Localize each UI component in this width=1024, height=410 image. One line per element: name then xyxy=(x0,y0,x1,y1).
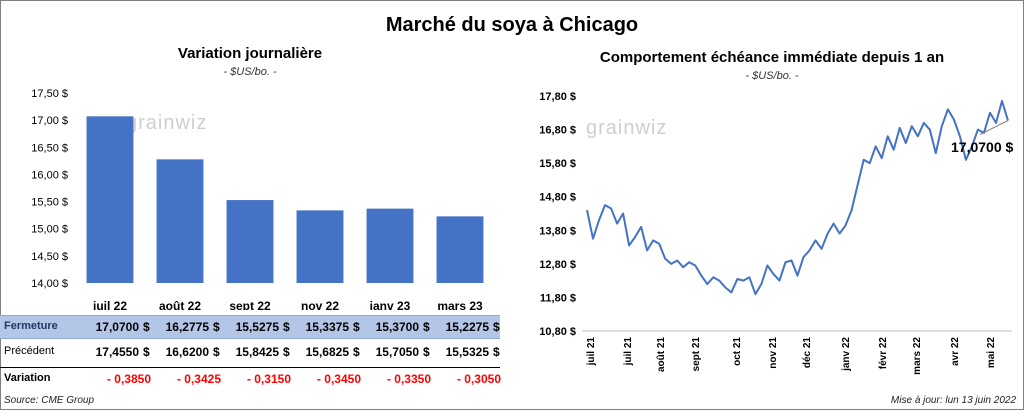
line-xtick-label: sept 21 xyxy=(691,337,702,372)
line-xtick-label: juil 21 xyxy=(623,337,634,367)
line-ytick-label: 12,80 $ xyxy=(539,259,576,271)
table-cell: 15,7050 xyxy=(375,345,419,359)
update-note: Mise à jour: lun 13 juin 2022 xyxy=(890,395,1016,406)
line-ytick-label: 15,80 $ xyxy=(539,158,576,170)
left-chart-title: Variation journalière xyxy=(177,45,323,62)
table-currency: $ xyxy=(283,345,290,359)
bar-category-label: janv 23 xyxy=(369,299,411,310)
table-currency: $ xyxy=(143,345,150,359)
bar-category-label: août 22 xyxy=(159,299,201,310)
table-currency: $ xyxy=(353,345,360,359)
bar xyxy=(366,208,414,283)
last-value-label: 17,0700 $ xyxy=(951,139,1014,155)
table-cell: - 0,3050 xyxy=(456,372,501,386)
line-xtick-label: févr 22 xyxy=(878,337,889,370)
table-cell: - 0,3850 xyxy=(106,372,151,386)
table-currency: $ xyxy=(213,320,220,334)
table-currency: $ xyxy=(213,345,220,359)
table-row: Variation - 0,3850 - 0,3425 - 0,3150 - 0,345… xyxy=(0,367,501,390)
table-currency: $ xyxy=(493,345,500,359)
bar-category-label: juil 22 xyxy=(92,299,127,310)
bar-category-label: sept 22 xyxy=(229,299,271,310)
bar xyxy=(436,216,484,283)
table-currency: $ xyxy=(423,345,430,359)
table-currency: $ xyxy=(493,320,500,334)
line-xtick-label: oct 21 xyxy=(732,337,743,366)
price-series-line xyxy=(586,100,1009,296)
line-ytick-label: 11,80 $ xyxy=(540,292,576,304)
right-chart-unit: - $US/bo. - xyxy=(745,70,799,82)
table-row-label: Fermeture xyxy=(4,320,58,332)
bar xyxy=(226,200,274,283)
line-xtick-label: janv 22 xyxy=(841,337,852,372)
table-cell: 15,3700 xyxy=(375,320,419,334)
table-cell: 15,5275 xyxy=(235,320,279,334)
bar-ytick-label: 17,00 $ xyxy=(31,115,68,127)
table-cell: - 0,3425 xyxy=(176,372,221,386)
line-xtick-label: avr 22 xyxy=(950,337,961,366)
table-row-label: Variation xyxy=(4,372,51,384)
bar xyxy=(156,159,204,283)
line-xtick-label: mars 22 xyxy=(912,337,923,375)
bar-ytick-label: 15,00 $ xyxy=(31,224,68,236)
table-cell: 17,0700 xyxy=(95,320,139,334)
line-ytick-label: 14,80 $ xyxy=(539,192,576,204)
bar-category-label: mars 23 xyxy=(437,299,483,310)
line-ytick-label: 13,80 $ xyxy=(539,225,576,237)
table-cell: 15,2275 xyxy=(445,320,489,334)
line-xtick-label: nov 21 xyxy=(768,337,779,369)
bar-ytick-label: 17,50 $ xyxy=(31,88,68,100)
line-ytick-label: 10,80 $ xyxy=(539,326,576,338)
line-xtick-label: août 21 xyxy=(656,337,667,372)
source-note: Source: CME Group xyxy=(4,395,95,406)
left-chart-unit: - $US/bo. - xyxy=(223,66,277,78)
bar xyxy=(86,116,134,283)
table-row: Fermeture 17,0700 $16,2775 $15,5275 $15,3375… xyxy=(0,315,500,339)
table-cell: 15,3375 xyxy=(305,320,349,334)
grainwiz-logo: grainwiz xyxy=(126,112,208,134)
page-title: Marché du soya à Chicago xyxy=(385,14,639,36)
line-ytick-label: 17,80 $ xyxy=(539,91,576,103)
line-xtick-label: déc 21 xyxy=(802,337,813,369)
table-currency: $ xyxy=(353,320,360,334)
bar-ytick-label: 14,00 $ xyxy=(31,278,68,290)
right-chart-title: Comportement échéance immédiate depuis 1… xyxy=(599,49,945,66)
bar-ytick-label: 16,00 $ xyxy=(31,169,68,181)
table-cell: 15,6825 xyxy=(305,345,349,359)
table-currency: $ xyxy=(423,320,430,334)
bar-ytick-label: 16,50 $ xyxy=(31,142,68,154)
table-cell: 15,5325 xyxy=(445,345,489,359)
table-cell: 15,8425 xyxy=(235,345,279,359)
table-cell: 17,4550 xyxy=(95,345,139,359)
table-row-label: Précédent xyxy=(4,345,55,357)
line-ytick-label: 16,80 $ xyxy=(539,125,576,137)
bar-category-label: nov 22 xyxy=(301,299,339,310)
table-currency: $ xyxy=(283,320,290,334)
bar xyxy=(296,210,344,283)
table-currency: $ xyxy=(143,320,150,334)
grainwiz-logo-right: grainwiz xyxy=(586,117,668,139)
last-value-leader xyxy=(979,120,1009,135)
table-cell: 16,2775 xyxy=(165,320,209,334)
bar-ytick-label: 15,50 $ xyxy=(31,197,68,209)
table-cell: - 0,3150 xyxy=(246,372,291,386)
table-cell: 16,6200 xyxy=(165,345,209,359)
bar-ytick-label: 14,50 $ xyxy=(31,251,68,263)
bar-chart: 14,00 $ 14,50 $ 15,00 $ 15,50 $ 16,00 $ 16,50… xyxy=(31,88,484,310)
table-cell: - 0,3350 xyxy=(386,372,431,386)
line-xtick-label: juil 21 xyxy=(586,337,597,367)
table-cell: - 0,3450 xyxy=(316,372,361,386)
line-xtick-label: mai 22 xyxy=(986,337,997,369)
table-row: Précédent 17,4550 $16,6200 $15,8425 $15,6825… xyxy=(0,341,500,363)
